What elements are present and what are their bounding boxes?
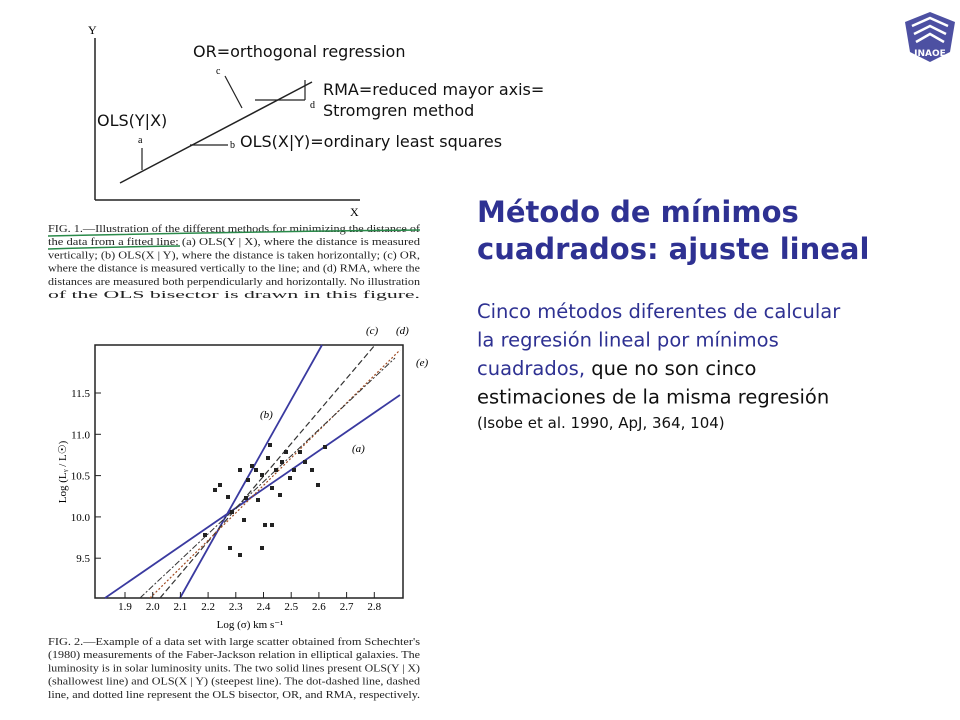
scatter-point [323, 445, 327, 449]
scatter-point [256, 498, 260, 502]
caption: FIG. 1.—Illustration of the different me… [48, 224, 421, 301]
annotation: Stromgren method [323, 101, 474, 120]
scatter-point [260, 546, 264, 550]
x-tick-label: 2.6 [312, 601, 326, 613]
scatter-points [203, 443, 327, 557]
x-tick-label: 2.4 [257, 601, 271, 613]
scatter-point [310, 468, 314, 472]
scatter-point [266, 456, 270, 460]
x-tick-label: 2.7 [340, 601, 354, 613]
scatter-point [250, 464, 254, 468]
axis-label: Log (σ) km s⁻¹ [217, 619, 284, 631]
scatter-point [230, 510, 234, 514]
scatter-point [218, 483, 222, 487]
figure-1: Y X a b c d OR=orthogonal regression RMA… [47, 23, 544, 301]
line-label: (e) [416, 357, 429, 369]
scatter-point [263, 523, 267, 527]
figure-2: Log (Lᵧ / L☉) Log (σ) km s⁻¹ (a) (b) (c)… [48, 325, 429, 701]
y-tick-label: 10.5 [71, 471, 91, 483]
body-text: Cinco métodos diferentes de calcular [477, 300, 841, 323]
annotation: OR=orthogonal regression [193, 42, 405, 61]
slide-title: cuadrados: ajuste lineal [477, 232, 869, 266]
scatter-point [270, 486, 274, 490]
body-line: Cinco métodos diferentes de calcular [477, 300, 841, 323]
point-label: a [138, 135, 143, 146]
point-label: b [230, 140, 235, 151]
scatter-point [278, 493, 282, 497]
y-tick-label: 9.5 [76, 553, 90, 565]
body-text: estimaciones de la misma regresión [477, 386, 829, 409]
axis-label: Y [88, 23, 97, 37]
y-tick-label: 11.5 [71, 388, 90, 400]
point-label: d [310, 100, 315, 111]
axis-label: Log (Lᵧ / L☉) [57, 440, 69, 503]
caption-line: the data from a fitted line: (a) OLS(Y |… [48, 237, 421, 248]
scatter-point [228, 546, 232, 550]
body-text: cuadrados, [477, 357, 585, 380]
line-label: (c) [366, 325, 379, 337]
caption-line: distances are measured both perpendicula… [48, 277, 420, 288]
caption-line: line, and dotted line represent the OLS … [48, 690, 420, 701]
caption-line: (shallowest line) and OLS(X | Y) (steepe… [48, 677, 421, 688]
scatter-point [292, 468, 296, 472]
scatter-point [244, 496, 248, 500]
x-tick-label: 2.0 [146, 601, 160, 613]
scatter-point [316, 483, 320, 487]
caption-line: of the OLS bisector is drawn in this fig… [48, 290, 420, 301]
caption-line: vertically; (b) OLS(X | Y), where the di… [48, 250, 420, 261]
scatter-point [280, 460, 284, 464]
line-label: (d) [396, 325, 409, 337]
scatter-point [226, 495, 230, 499]
annotation: OLS(X|Y)=ordinary least squares [240, 132, 502, 151]
caption-line: FIG. 1.—Illustration of the different me… [48, 224, 421, 235]
scatter-point [254, 468, 258, 472]
citation: (Isobe et al. 1990, ApJ, 364, 104) [477, 414, 725, 432]
scatter-point [203, 533, 207, 537]
x-tick-label: 2.3 [229, 601, 243, 613]
slide-title: Método de mínimos [477, 195, 799, 229]
logo-text: INAOE [914, 49, 946, 59]
scatter-point [242, 518, 246, 522]
scatter-point [298, 450, 302, 454]
body-text: que no son cinco [585, 357, 756, 380]
x-tick-label: 2.2 [201, 601, 215, 613]
scatter-point [260, 473, 264, 477]
scatter-point [284, 450, 288, 454]
x-tick-label: 2.1 [174, 601, 188, 613]
point-label: c [216, 66, 221, 77]
axis-label: X [350, 205, 359, 219]
scatter-point [270, 523, 274, 527]
scatter-point [303, 460, 307, 464]
x-tick-label: 2.8 [367, 601, 381, 613]
scatter-point [246, 478, 250, 482]
scatter-point [213, 488, 217, 492]
y-tick-label: 11.0 [71, 429, 90, 441]
line-label: (a) [352, 443, 365, 455]
y-tick-label: 10.0 [71, 512, 91, 524]
caption-line: luminosity is in solar luminosity units.… [48, 663, 420, 674]
body-line: cuadrados, que no son cinco [477, 357, 756, 380]
body-line: estimaciones de la misma regresión [477, 386, 829, 409]
caption: FIG. 2.—Example of a data set with large… [48, 637, 421, 701]
scatter-point [288, 476, 292, 480]
caption-line: (1980) measurements of the Faber-Jackson… [48, 650, 420, 661]
scatter-point [238, 553, 242, 557]
scatter-point [238, 468, 242, 472]
scatter-point [268, 443, 272, 447]
annotation: RMA=reduced mayor axis= [323, 80, 544, 99]
scatter-point [274, 468, 278, 472]
caption-line: FIG. 2.—Example of a data set with large… [48, 637, 420, 648]
x-tick-label: 1.9 [118, 601, 132, 613]
body-text: la regresión lineal por mínimos [477, 329, 779, 352]
line-label: (b) [260, 409, 273, 421]
annotation: OLS(Y|X) [97, 111, 167, 130]
logo: INAOE [905, 12, 955, 62]
x-tick-label: 2.5 [284, 601, 298, 613]
body-line: la regresión lineal por mínimos [477, 329, 779, 352]
caption-line: where the distance is measured verticall… [48, 264, 420, 275]
